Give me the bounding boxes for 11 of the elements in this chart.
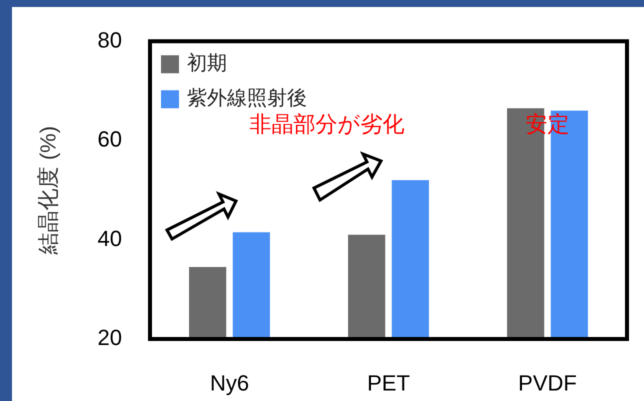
x-tick-label: PET — [367, 370, 410, 396]
x-tick-label: Ny6 — [210, 370, 250, 396]
y-tick-label: 80 — [98, 27, 122, 52]
legend-label: 初期 — [187, 52, 227, 75]
x-tick-label: PVDF — [518, 370, 577, 396]
legend-label: 紫外線照射後 — [187, 88, 307, 110]
y-axis-title: 結晶化度 (%) — [35, 126, 60, 256]
annotation: 非晶部分が劣化 — [250, 112, 404, 137]
y-tick-label: 20 — [98, 325, 122, 350]
y-tick-label: 60 — [98, 126, 122, 152]
y-tick-label: 40 — [98, 226, 122, 251]
